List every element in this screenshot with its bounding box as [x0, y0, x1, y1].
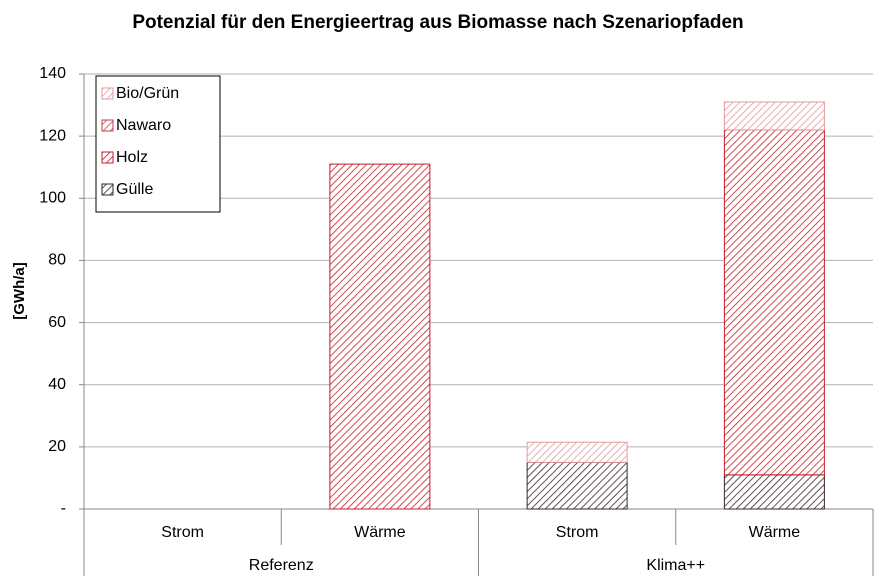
legend-label: Nawaro	[116, 117, 171, 134]
group-label: Referenz	[249, 557, 314, 574]
legend-label: Gülle	[116, 181, 153, 198]
x-tick-label: Strom	[556, 524, 599, 541]
y-tick-label: 20	[48, 438, 66, 455]
y-tick-label: 140	[39, 65, 66, 82]
legend-swatch	[101, 151, 114, 164]
bar-segment	[329, 163, 431, 510]
bar-segment	[526, 441, 628, 463]
legend-label: Bio/Grün	[116, 85, 179, 102]
y-tick-label: 100	[39, 190, 66, 207]
y-axis-label: [GWh/a]	[11, 262, 28, 320]
legend-box	[95, 75, 221, 213]
y-tick-label: -	[61, 500, 66, 517]
chart-title: Potenzial für den Energieertrag aus Biom…	[132, 12, 744, 33]
legend-swatch	[101, 87, 114, 100]
legend-swatch	[101, 183, 114, 196]
bar-segment	[723, 474, 825, 510]
y-tick-label: 120	[39, 127, 66, 144]
x-tick-label: Wärme	[749, 524, 801, 541]
y-tick-label: 60	[48, 314, 66, 331]
x-tick-label: Strom	[161, 524, 204, 541]
legend-swatch	[101, 119, 114, 132]
y-tick-label: 80	[48, 252, 66, 269]
bar-segment	[723, 101, 825, 131]
bar-segment	[723, 129, 825, 476]
x-tick-label: Wärme	[354, 524, 406, 541]
legend-label: Holz	[116, 149, 148, 166]
bar-segment	[526, 461, 628, 510]
group-label: Klima++	[646, 557, 705, 574]
y-tick-label: 40	[48, 376, 66, 393]
